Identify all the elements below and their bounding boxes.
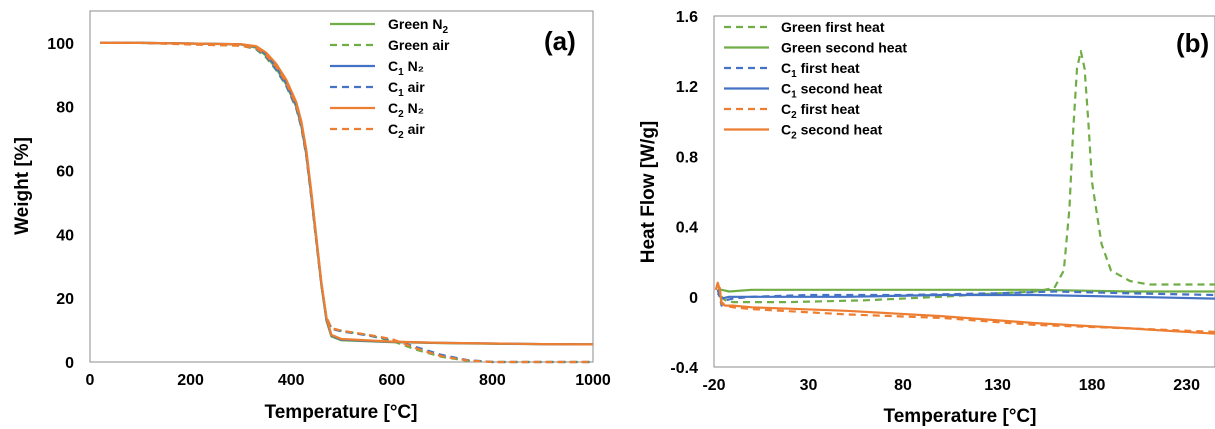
- chart-a-ylabel: Weight [%]: [12, 137, 33, 235]
- chart-a-xtick-label: 0: [86, 372, 95, 389]
- chart-a-legend-label: Green air: [388, 37, 450, 53]
- chart-b-xtick-label: 80: [894, 377, 912, 394]
- chart-a-ytick-label: 100: [47, 36, 74, 53]
- chart-b-legend-label: Green first heat: [781, 19, 885, 35]
- chart-a-xtick-label: 800: [479, 372, 506, 389]
- chart-a-legend-label: C2 air: [388, 121, 425, 141]
- chart-a-legend-label: Green N2: [388, 16, 448, 36]
- chart-a-series: [100, 41, 594, 364]
- chart-b-ytick-label: 0.8: [676, 149, 698, 166]
- chart-b-legend-label: Green second heat: [781, 40, 907, 56]
- chart-a-ytick-label: 0: [65, 355, 74, 372]
- chart-b-ticks: -20 30 80 130 180 230 -0.4 0 0.4 0.8 1.2 1.6: [670, 9, 1200, 394]
- chart-a-legend-label: C2 N₂: [388, 100, 424, 120]
- chart-b-legend-label: C2 first heat: [781, 101, 860, 121]
- chart-a: 0 200 400 600 800 1000 0 20 40 60 80 100 Temperatur…: [12, 10, 611, 423]
- chart-a-series-line-0: [100, 41, 594, 346]
- chart-b-panel-label: (b): [1176, 28, 1209, 58]
- chart-a-xlabel: Temperature [°C]: [265, 402, 418, 423]
- chart-a-panel-label: (a): [544, 26, 576, 56]
- chart-a-legend-label: C1 air: [388, 79, 425, 99]
- chart-b: -20 30 80 130 180 230 -0.4 0 0.4 0.8 1.2 1.6 Temper…: [638, 9, 1215, 427]
- chart-a-ytick-label: 20: [56, 291, 74, 308]
- chart-a-series-line-4: [100, 41, 594, 346]
- chart-b-series-line-2: [716, 289, 1215, 307]
- chart-b-ytick-label: 0: [689, 290, 698, 307]
- chart-b-ytick-label: -0.4: [670, 360, 698, 377]
- chart-b-ytick-label: 0.4: [676, 220, 698, 237]
- chart-b-xtick-label: 180: [1079, 377, 1106, 394]
- chart-a-plot-area: [89, 10, 594, 363]
- chart-b-xtick-label: 230: [1173, 377, 1200, 394]
- chart-b-legend-label: C2 second heat: [781, 122, 883, 142]
- chart-a-legend-label: C1 N₂: [388, 58, 424, 78]
- chart-b-legend-label: C1 first heat: [781, 60, 860, 80]
- chart-b-legend-label: C1 second heat: [781, 81, 883, 101]
- chart-b-series-line-1: [717, 288, 1215, 293]
- chart-a-ytick-label: 60: [56, 164, 74, 181]
- chart-a-xtick-label: 200: [177, 372, 204, 389]
- chart-b-series: [714, 49, 1215, 335]
- chart-b-series-line-3: [716, 292, 1215, 300]
- chart-a-xtick-label: 600: [378, 372, 405, 389]
- chart-b-xlabel: Temperature [°C]: [884, 406, 1037, 427]
- chart-b-ylabel: Heat Flow [W/g]: [638, 121, 659, 263]
- chart-b-xtick-label: -20: [702, 377, 725, 394]
- chart-a-ytick-label: 80: [56, 100, 74, 117]
- chart-a-series-line-5: [100, 41, 593, 364]
- chart-b-ytick-label: 1.2: [676, 79, 698, 96]
- chart-b-series-line-0: [716, 49, 1215, 304]
- chart-b-ytick-label: 1.6: [676, 9, 698, 26]
- chart-b-xtick-label: 130: [984, 377, 1011, 394]
- chart-a-series-line-3: [100, 41, 593, 364]
- chart-b-series-line-4: [714, 281, 1215, 333]
- chart-b-xtick-label: 30: [800, 377, 818, 394]
- chart-a-xtick-label: 400: [278, 372, 305, 389]
- chart-a-ticks: 0 200 400 600 800 1000 0 20 40 60 80 100: [47, 36, 611, 389]
- chart-a-series-line-2: [100, 41, 594, 346]
- chart-a-ytick-label: 40: [56, 227, 74, 244]
- chart-a-series-line-1: [100, 41, 593, 364]
- chart-b-legend: Green first heat Green second heat C1 firs…: [724, 19, 907, 142]
- chart-b-series-line-5: [714, 281, 1215, 335]
- chart-b-plot-area: [713, 15, 1215, 368]
- chart-a-xtick-label: 1000: [575, 372, 611, 389]
